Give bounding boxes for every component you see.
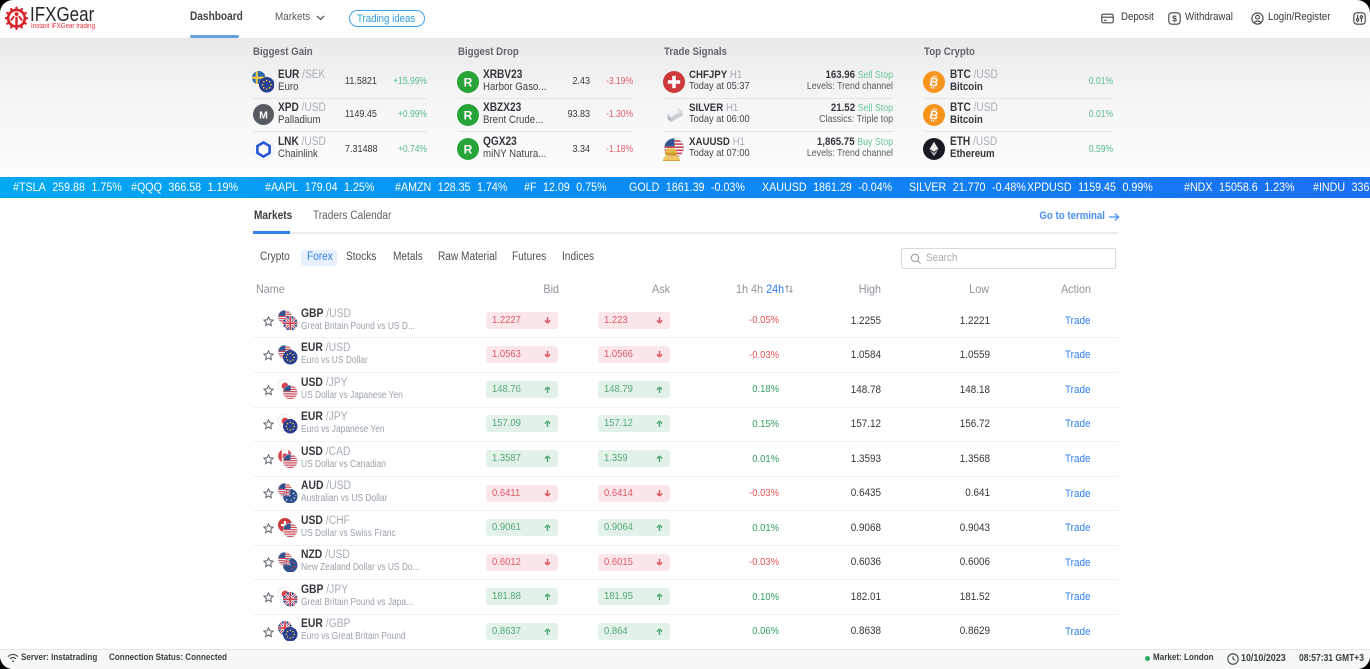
svg-text:M: M — [259, 109, 268, 121]
svg-text:$: $ — [1172, 14, 1177, 23]
svg-text:R: R — [464, 75, 473, 89]
svg-text:B: B — [928, 74, 940, 90]
svg-text:B: B — [928, 107, 940, 123]
svg-text:R: R — [464, 108, 473, 122]
svg-text:R: R — [464, 142, 473, 156]
